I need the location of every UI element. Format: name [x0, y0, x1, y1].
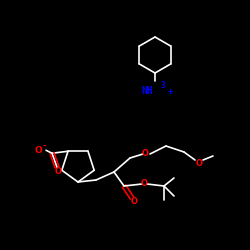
Text: +: + — [168, 88, 173, 96]
Text: O: O — [142, 150, 148, 158]
Text: -: - — [42, 142, 46, 151]
Text: NH: NH — [141, 86, 153, 96]
Text: 3: 3 — [161, 81, 166, 90]
Text: O: O — [130, 198, 138, 206]
Text: O: O — [34, 146, 42, 155]
Text: O: O — [196, 160, 202, 168]
Text: O: O — [54, 167, 62, 176]
Text: O: O — [140, 180, 147, 188]
